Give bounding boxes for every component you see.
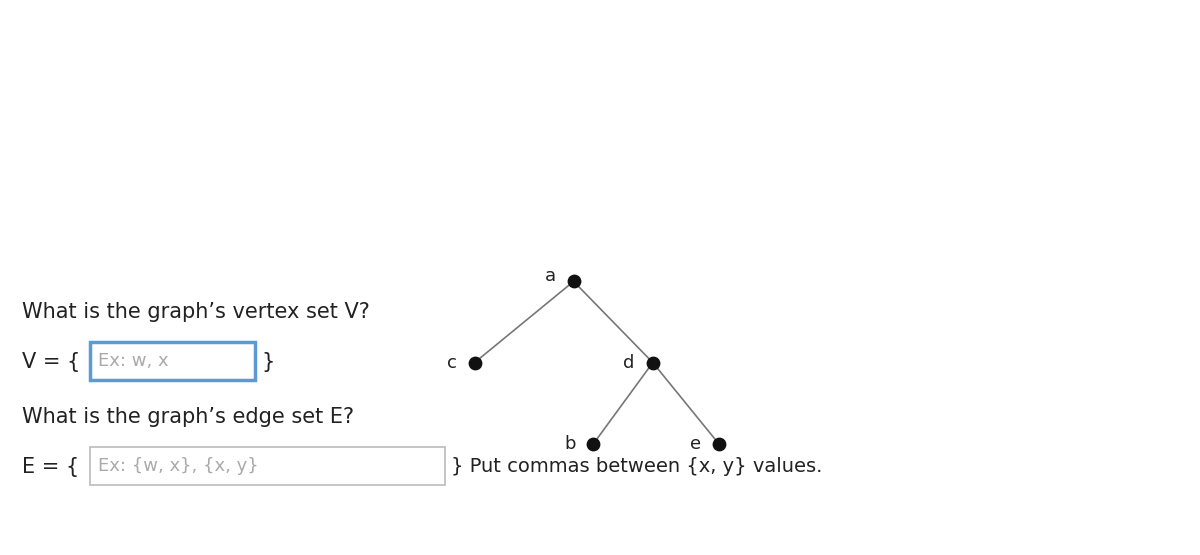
Point (466, 358, 485, 367)
Text: What is the graph’s edge set E?: What is the graph’s edge set E? (22, 407, 354, 427)
Text: a: a (545, 268, 556, 285)
Text: }: } (262, 352, 275, 372)
Text: Ex: {w, x}, {x, y}: Ex: {w, x}, {x, y} (98, 457, 259, 475)
Text: e: e (690, 435, 701, 453)
Text: What is the graph’s vertex set V?: What is the graph’s vertex set V? (22, 302, 370, 322)
Text: E = {: E = { (22, 457, 79, 477)
Point (564, 277, 583, 286)
Text: V = {: V = { (22, 352, 80, 372)
FancyBboxPatch shape (90, 447, 445, 485)
Text: b: b (564, 435, 576, 453)
Point (709, 440, 728, 448)
FancyBboxPatch shape (90, 342, 256, 380)
Text: Ex: w, x: Ex: w, x (98, 352, 169, 370)
Text: d: d (624, 354, 635, 372)
Point (643, 358, 662, 367)
Text: } Put commas between {x, y} values.: } Put commas between {x, y} values. (451, 457, 822, 477)
Point (583, 440, 602, 448)
Text: c: c (446, 354, 457, 372)
